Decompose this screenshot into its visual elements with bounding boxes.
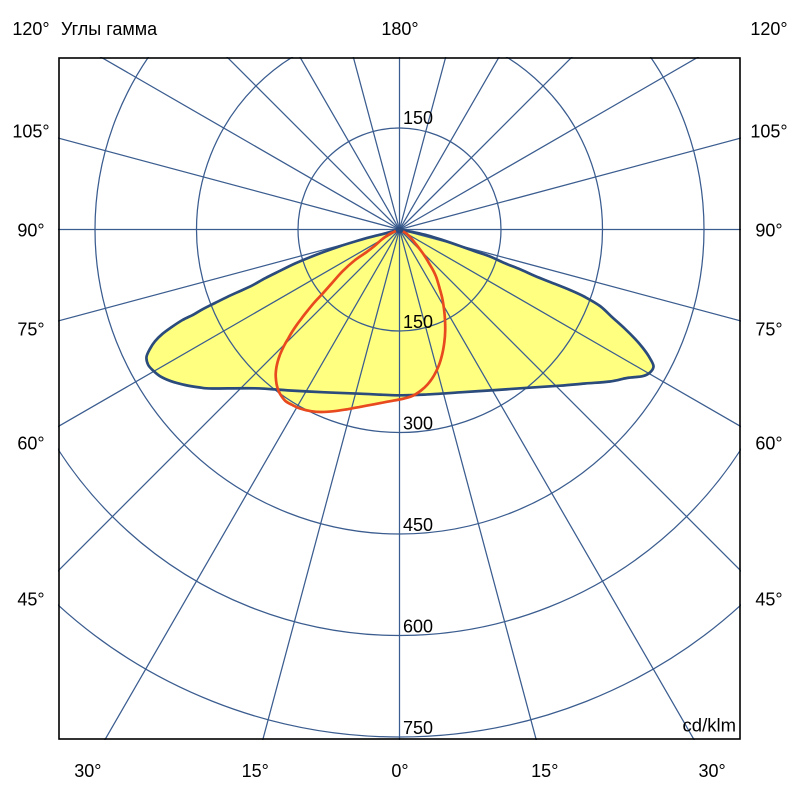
svg-text:90°: 90°: [755, 221, 782, 241]
svg-text:45°: 45°: [17, 590, 44, 610]
svg-text:105°: 105°: [12, 122, 49, 142]
svg-text:75°: 75°: [17, 319, 44, 339]
svg-text:150: 150: [403, 312, 433, 332]
svg-text:Углы гамма: Углы гамма: [61, 19, 158, 39]
svg-text:0°: 0°: [391, 761, 408, 781]
svg-text:120°: 120°: [750, 19, 787, 39]
svg-text:30°: 30°: [698, 761, 725, 781]
svg-text:150: 150: [403, 108, 433, 128]
svg-text:cd/klm: cd/klm: [683, 715, 736, 736]
svg-text:15°: 15°: [531, 761, 558, 781]
svg-text:750: 750: [403, 718, 433, 738]
svg-text:60°: 60°: [755, 434, 782, 454]
svg-text:15°: 15°: [242, 761, 269, 781]
svg-text:300: 300: [403, 414, 433, 434]
svg-text:45°: 45°: [755, 590, 782, 610]
svg-text:60°: 60°: [17, 434, 44, 454]
svg-text:90°: 90°: [17, 221, 44, 241]
svg-text:600: 600: [403, 617, 433, 637]
svg-text:120°: 120°: [12, 19, 49, 39]
svg-text:105°: 105°: [750, 122, 787, 142]
svg-text:180°: 180°: [381, 19, 418, 39]
svg-text:75°: 75°: [755, 319, 782, 339]
svg-text:30°: 30°: [74, 761, 101, 781]
svg-text:450: 450: [403, 515, 433, 535]
